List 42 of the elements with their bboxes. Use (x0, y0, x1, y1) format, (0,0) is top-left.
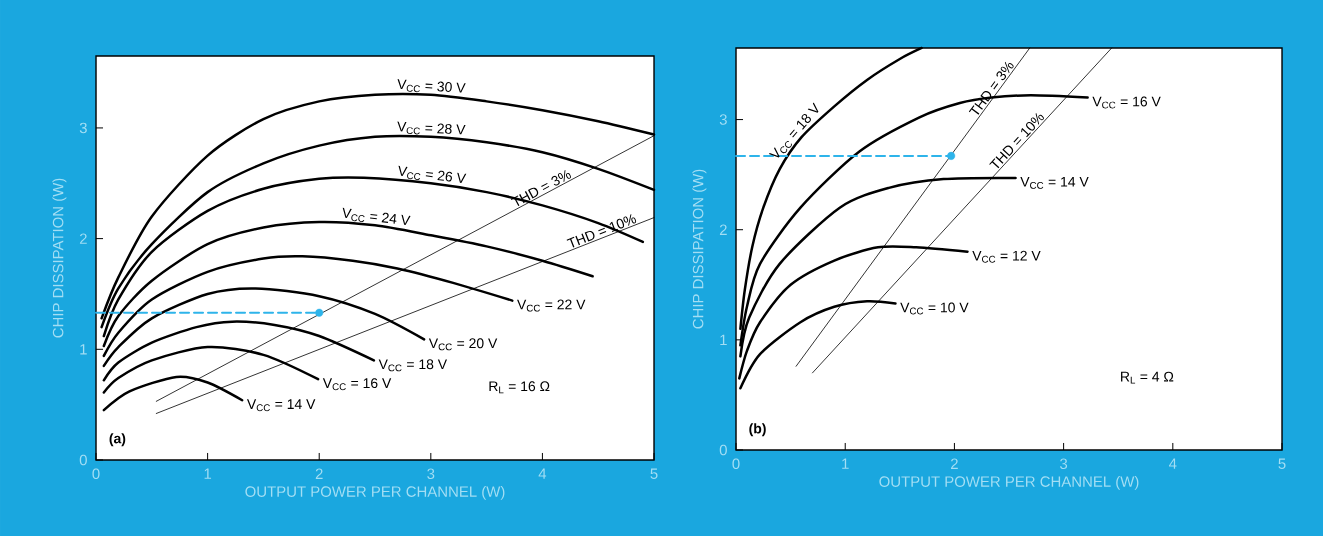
x-tick-label: 1 (204, 468, 212, 479)
x-tick-label: 3 (427, 468, 435, 480)
y-tick-label: 1 (720, 334, 727, 345)
x-axis-title: OUTPUT POWER PER CHANNEL (W) (245, 485, 505, 500)
annotation: (b) (749, 423, 766, 437)
y-axis-title: CHIP DISSIPATION (W) (52, 178, 67, 338)
y-tick-label: 1 (80, 344, 87, 355)
series-label: V$_{CC}$ = 20 V (428, 338, 498, 351)
y-axis-title: CHIP DISSIPATION (W) (692, 169, 707, 329)
x-tick-label: 0 (92, 468, 100, 480)
y-tick-label: 3 (79, 122, 87, 134)
annotation: R$_{L}$ = 4 Ω (1121, 371, 1174, 384)
x-tick-label: 2 (315, 468, 323, 479)
series-label: V$_{CC}$ = 14 V (1020, 177, 1089, 189)
series-label: V$_{CC}$ = 12 V (972, 250, 1041, 263)
x-tick-label: 1 (842, 458, 849, 469)
y-tick-label: 0 (719, 444, 727, 456)
x-tick-label: 4 (1169, 458, 1177, 469)
text: THD = 10% (566, 214, 637, 248)
text: V$_{CC}$ = 24 V (342, 207, 411, 225)
series-label: V$_{CC}$ = 16 V (1092, 96, 1161, 109)
x-tick-label: 0 (732, 458, 740, 470)
x-tick-label: 5 (1278, 458, 1286, 469)
x-tick-label: 2 (951, 458, 958, 469)
y-tick-label: 2 (79, 233, 87, 244)
series-label: V$_{CC}$ = 18 V (378, 359, 448, 372)
series-label: V$_{CC}$ = 30 V (397, 79, 466, 93)
annotation: (a) (109, 433, 126, 447)
y-tick-label: 2 (719, 224, 727, 235)
x-axis-title: OUTPUT POWER PER CHANNEL (W) (879, 475, 1139, 490)
legend-label: V$_{CC}$ = 18 V (768, 102, 819, 158)
annotation: R$_{L}$ = 16 Ω (489, 381, 550, 394)
x-tick-label: 4 (538, 468, 547, 479)
y-tick-label: 3 (719, 114, 727, 125)
series-label: V$_{CC}$ = 28 V (397, 121, 466, 135)
text: V$_{CC}$ = 26 V (398, 165, 467, 183)
series-label: V$_{CC}$ = 22 V (517, 299, 586, 312)
series-label: V$_{CC}$ = 14 V (246, 399, 316, 412)
x-tick-label: 3 (1060, 458, 1068, 470)
series-label: V$_{CC}$ = 10 V (900, 302, 969, 315)
x-tick-label: 5 (650, 468, 658, 479)
series-label: V$_{CC}$ = 16 V (322, 378, 392, 391)
